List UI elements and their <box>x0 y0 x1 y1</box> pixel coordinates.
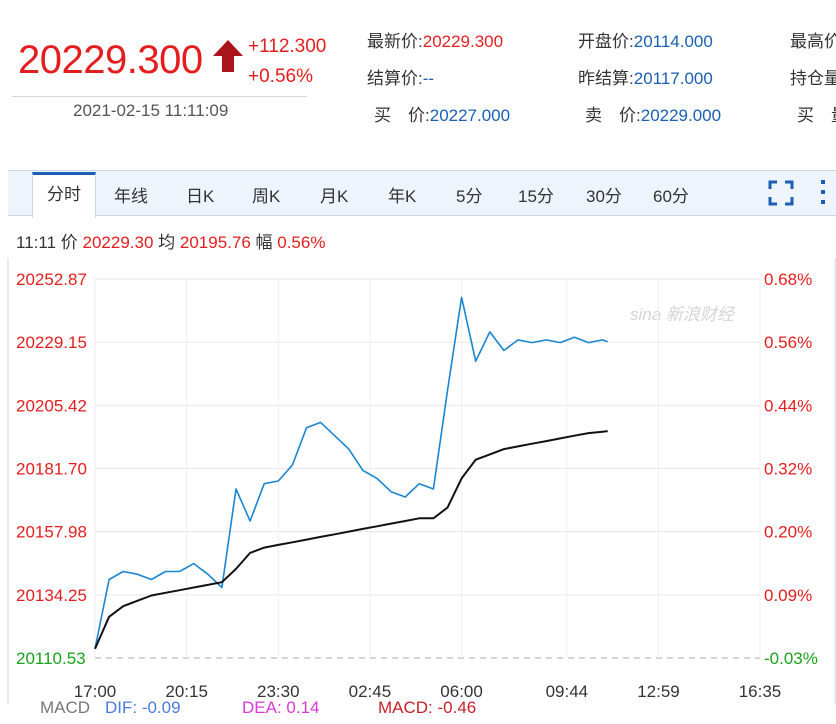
field-open: 开盘价:20114.000 <box>578 27 713 52</box>
field-ask: 卖 价:20229.000 <box>585 101 721 126</box>
crosshair-info: 11:11 价 20229.30 均 20195.76 幅 0.56% <box>16 228 325 253</box>
price-change: +112.300 <box>248 36 327 57</box>
field-ask-value: 20229.000 <box>640 106 722 125</box>
info-amp: 0.56% <box>277 233 326 252</box>
field-bid-label: 买 价: <box>374 106 430 125</box>
y-pct-label: 0.09% <box>764 586 812 605</box>
intraday-chart[interactable]: sina 新浪财经 20252.87 20229.15 20205.42 20181.… <box>0 258 836 704</box>
x-tick-label: 09:44 <box>546 682 589 701</box>
price-divider <box>12 96 307 97</box>
macd-label: MACD <box>40 698 91 717</box>
info-price: 20229.30 <box>82 233 154 252</box>
x-tick-label: 17:00 <box>74 682 117 701</box>
up-arrow-icon <box>213 40 243 72</box>
field-prev-settle: 昨结算:20117.000 <box>578 64 713 89</box>
field-prev-settle-label: 昨结算: <box>578 69 634 88</box>
y-tick-label: 20229.15 <box>16 333 87 352</box>
tab-60min[interactable]: 60分 <box>653 187 689 206</box>
x-tick-label: 06:00 <box>440 682 483 701</box>
chart-tabs-bar <box>8 170 836 216</box>
info-avg-label: 均 <box>158 233 176 252</box>
y-pct-label: 0.56% <box>764 333 812 352</box>
field-open-interest-label: 持仓量 <box>790 69 836 88</box>
field-open-label: 开盘价: <box>578 32 634 51</box>
y-tick-label: 20110.53 <box>16 649 86 668</box>
info-avg: 20195.76 <box>179 233 251 252</box>
y-tick-label: 20157.98 <box>16 523 87 542</box>
y-pct-label: 0.44% <box>764 396 812 415</box>
y-pct-label: 0.68% <box>764 270 812 289</box>
tab-year-line[interactable]: 年线 <box>114 187 148 206</box>
field-bid-volume: 买 量 <box>797 101 836 126</box>
field-latest-value: 20229.300 <box>422 32 504 51</box>
field-settle-value: -- <box>422 69 435 88</box>
x-tick-label: 02:45 <box>349 682 392 701</box>
field-high-label: 最高价 <box>790 32 836 51</box>
last-price: 20229.300 <box>18 38 203 82</box>
field-open-interest: 持仓量 <box>790 64 836 89</box>
x-tick-label: 16:35 <box>739 682 782 701</box>
macd-dif: DIF: -0.09 <box>105 698 181 717</box>
average-series-line <box>94 430 608 650</box>
tab-5min[interactable]: 5分 <box>456 187 483 206</box>
tab-daily-k[interactable]: 日K <box>186 187 215 206</box>
macd-value: MACD: -0.46 <box>378 698 477 717</box>
sina-watermark: sina 新浪财经 <box>630 305 736 324</box>
info-price-label: 价 <box>60 233 78 252</box>
y-tick-label: 20134.25 <box>16 586 87 605</box>
tab-weekly-k[interactable]: 周K <box>252 187 281 206</box>
tab-30min[interactable]: 30分 <box>586 187 622 206</box>
field-bid: 买 价:20227.000 <box>374 101 510 126</box>
y-tick-label: 20205.42 <box>16 396 87 415</box>
more-menu-icon[interactable] <box>818 178 828 206</box>
info-amp-label: 幅 <box>255 233 273 252</box>
field-bid-value: 20227.000 <box>429 106 511 125</box>
y-tick-label: 20181.70 <box>16 460 87 479</box>
y-pct-label: 0.20% <box>764 523 812 542</box>
y-pct-label: -0.03% <box>764 649 818 668</box>
tab-yearly-k[interactable]: 年K <box>388 187 417 206</box>
field-latest: 最新价:20229.300 <box>367 27 503 52</box>
x-tick-label: 20:15 <box>165 682 208 701</box>
field-high: 最高价 <box>790 27 836 52</box>
field-open-value: 20114.000 <box>633 32 713 51</box>
x-tick-label: 12:59 <box>637 682 680 701</box>
y-tick-label: 20252.87 <box>16 270 87 289</box>
tab-monthly-k[interactable]: 月K <box>320 187 349 206</box>
field-bid-volume-label: 买 量 <box>797 106 836 125</box>
y-pct-label: 0.32% <box>764 460 812 479</box>
tab-15min[interactable]: 15分 <box>518 187 554 206</box>
price-series-line <box>94 296 608 649</box>
field-ask-label: 卖 价: <box>585 106 641 125</box>
field-settle: 结算价:-- <box>367 64 434 89</box>
price-change-pct: +0.56% <box>248 66 313 87</box>
field-prev-settle-value: 20117.000 <box>633 69 713 88</box>
tab-intraday[interactable]: 分时 <box>32 172 96 218</box>
field-latest-label: 最新价: <box>367 32 423 51</box>
info-time: 11:11 <box>16 233 57 252</box>
field-settle-label: 结算价: <box>367 69 423 88</box>
macd-dea: DEA: 0.14 <box>242 698 320 717</box>
fullscreen-icon[interactable] <box>768 180 794 206</box>
x-tick-label: 23:30 <box>257 682 300 701</box>
quote-timestamp: 2021-02-15 11:11:09 <box>73 101 229 120</box>
